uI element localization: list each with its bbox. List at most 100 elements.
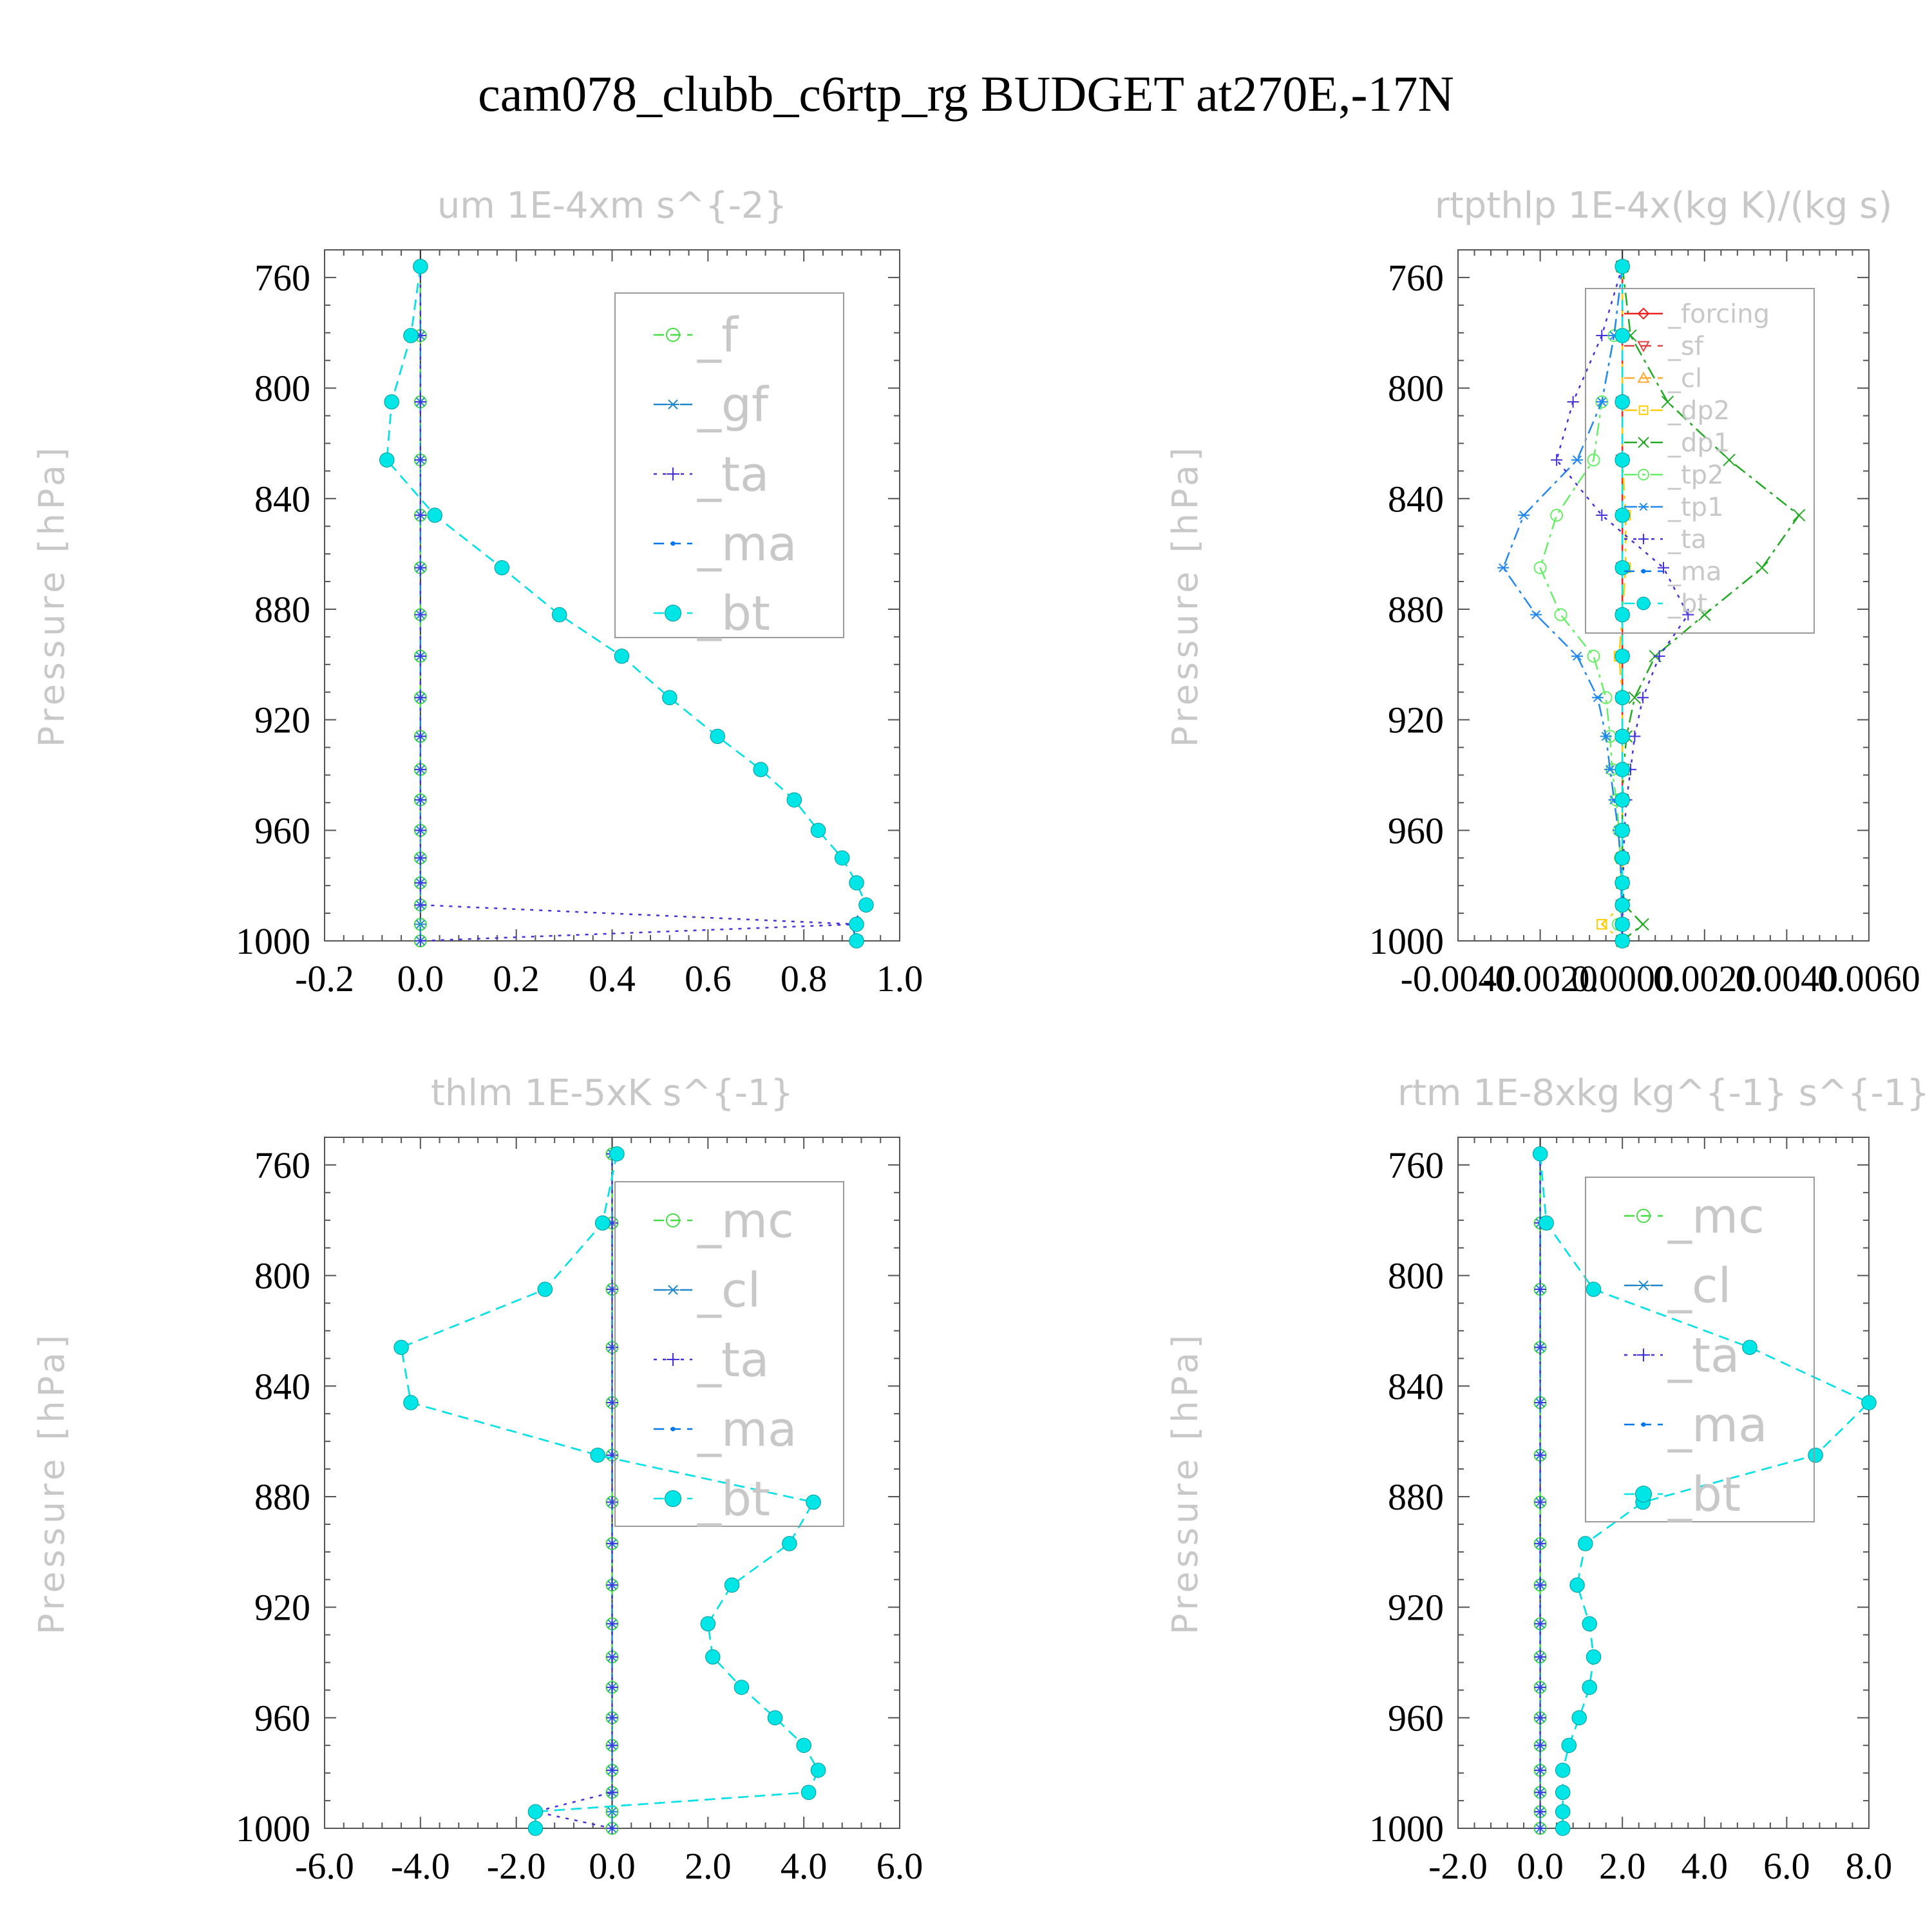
data-point [1615, 560, 1630, 576]
data-point [609, 1146, 625, 1162]
x-tick-label: -2.0 [1428, 1845, 1488, 1887]
data-point [1756, 561, 1768, 574]
data-point [786, 792, 802, 808]
legend-label: _gf [697, 377, 770, 433]
legend: _mc _cl _ta _ma _bt [1585, 1177, 1815, 1522]
data-point [1615, 822, 1630, 838]
data-point [1534, 1712, 1546, 1724]
y-tick-label: 760 [254, 1144, 310, 1186]
data-point [1555, 1763, 1571, 1778]
data-point [403, 328, 419, 343]
legend-label: _ma [1667, 557, 1721, 587]
legend-marker [1638, 502, 1649, 511]
data-point [767, 1710, 783, 1726]
data-point [1555, 1785, 1571, 1800]
data-point [1615, 649, 1630, 664]
legend-marker [665, 605, 681, 621]
data-point [1615, 452, 1630, 468]
data-point [414, 899, 426, 911]
data-point [1808, 1447, 1823, 1463]
data-point [1861, 1395, 1877, 1410]
legend-marker [667, 1285, 679, 1295]
y-tick-label: 1000 [236, 920, 310, 962]
legend-label: _bt [1667, 589, 1707, 619]
data-point [1533, 561, 1547, 574]
data-point [1534, 1823, 1546, 1834]
data-point [606, 1537, 618, 1549]
data-point [1628, 691, 1642, 705]
legend: _forcing _sf _cl _dp2_dp1_tp2 _tp1 _ta _ma_bt [1585, 288, 1815, 634]
legend-marker [667, 468, 679, 480]
data-point [849, 916, 864, 932]
data-point [1615, 933, 1630, 949]
data-point [606, 1764, 618, 1776]
data-point [1567, 396, 1579, 408]
data-point [796, 1738, 811, 1753]
data-point [1571, 455, 1584, 465]
legend-label: _ma [1667, 1397, 1767, 1453]
data-point [1586, 1649, 1602, 1665]
data-point [849, 933, 864, 949]
data-point [1637, 692, 1649, 704]
legend-label: _ta [697, 447, 769, 502]
legend: _mc _cl _ta _ma _bt [614, 1181, 844, 1527]
legend-marker [1638, 534, 1649, 544]
y-tick-label: 920 [254, 1587, 310, 1629]
data-point [414, 824, 426, 837]
legend: _f _gf _ta _ma _bt [614, 292, 844, 641]
data-point [606, 1341, 618, 1354]
data-point [700, 1616, 716, 1632]
data-point [1534, 1283, 1546, 1296]
plot-frame [324, 249, 900, 942]
data-point [413, 259, 428, 274]
x-tick-label: 0.4 [589, 958, 636, 999]
x-tick-label: 2.0 [685, 1845, 732, 1887]
data-point [834, 850, 850, 866]
data-point [606, 1618, 618, 1630]
series-ta [414, 260, 863, 947]
x-tick-label: 2.0 [1599, 1845, 1646, 1887]
x-tick-label: 0.0060 [1817, 958, 1920, 999]
legend-marker [1637, 1280, 1650, 1291]
legend-marker [1635, 1486, 1652, 1502]
legend-label: _ta [697, 1332, 769, 1388]
legend-box [614, 292, 844, 638]
y-tick-label: 960 [254, 810, 310, 851]
legend-box [1585, 1177, 1815, 1522]
data-point [414, 650, 426, 662]
data-point [1530, 610, 1542, 620]
data-point [1615, 607, 1630, 623]
y-tick-label: 880 [254, 589, 310, 630]
panel-2: rtpthlp 1E-4x(kg K)/(kg s) Pressure [hPa]… [1165, 185, 1920, 999]
data-point [849, 875, 864, 891]
x-tick-label: 4.0 [1681, 1845, 1728, 1887]
series-line [386, 266, 867, 942]
legend-label: _ma [697, 1402, 797, 1457]
data-point [1534, 1618, 1546, 1630]
data-point [810, 822, 826, 838]
y-axis-label: Pressure [hPa] [1165, 1331, 1206, 1634]
legend-label: _cl [1667, 1258, 1731, 1314]
data-point [1534, 1341, 1546, 1354]
y-tick-label: 760 [254, 257, 310, 299]
legend-marker [670, 1426, 676, 1432]
data-point [414, 763, 426, 775]
data-point [1661, 395, 1674, 408]
data-point [1534, 1496, 1546, 1508]
x-tick-label: 0.2 [493, 958, 540, 999]
series-line [1539, 266, 1624, 942]
legend-marker [667, 399, 679, 410]
x-tick-label: 6.0 [876, 1845, 923, 1887]
y-tick-label: 840 [1388, 478, 1444, 520]
data-point [527, 1821, 544, 1836]
data-point [1534, 1806, 1546, 1818]
x-tick-label: 0.0 [397, 958, 444, 999]
data-point [606, 1807, 618, 1817]
data-point [753, 762, 768, 777]
panel-title: rtm 1E-8xkg kg^{-1} s^{-1} [1397, 1072, 1929, 1114]
data-point [1534, 1786, 1546, 1799]
data-point [1587, 453, 1600, 467]
legend-marker [1637, 307, 1650, 320]
data-point [1534, 1681, 1546, 1694]
data-point [1555, 1821, 1571, 1836]
